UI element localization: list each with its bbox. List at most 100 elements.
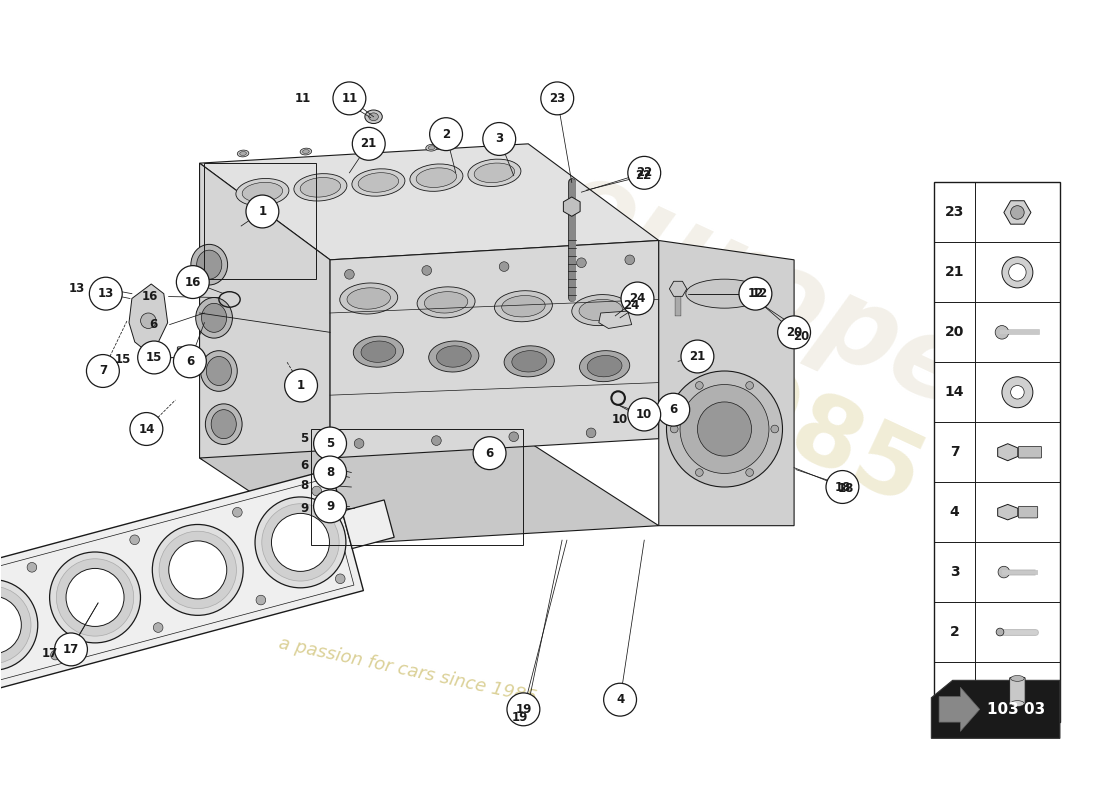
Text: 8: 8	[300, 478, 309, 491]
Text: 23: 23	[549, 92, 565, 105]
Polygon shape	[998, 444, 1018, 461]
Ellipse shape	[353, 336, 404, 367]
Ellipse shape	[512, 350, 547, 372]
Circle shape	[625, 255, 635, 265]
Text: 14: 14	[945, 386, 965, 399]
Text: 16: 16	[142, 290, 158, 303]
Ellipse shape	[200, 350, 238, 391]
Text: 13: 13	[98, 287, 114, 300]
Circle shape	[422, 266, 431, 275]
Text: 22: 22	[635, 170, 651, 182]
FancyBboxPatch shape	[177, 347, 189, 368]
Ellipse shape	[361, 341, 396, 362]
Ellipse shape	[365, 148, 372, 151]
Text: 2: 2	[442, 128, 450, 141]
Circle shape	[87, 354, 119, 387]
Text: 103 03: 103 03	[988, 702, 1046, 717]
Circle shape	[0, 579, 37, 670]
Ellipse shape	[191, 244, 228, 285]
Circle shape	[138, 341, 170, 374]
Circle shape	[0, 596, 21, 654]
Text: 7: 7	[99, 365, 107, 378]
Ellipse shape	[685, 279, 763, 308]
Ellipse shape	[294, 174, 346, 201]
Text: 12: 12	[747, 287, 763, 300]
Circle shape	[152, 525, 243, 615]
Polygon shape	[177, 347, 189, 357]
Circle shape	[1011, 386, 1024, 399]
Circle shape	[998, 566, 1010, 578]
Text: 3: 3	[949, 565, 959, 579]
Text: 16: 16	[185, 275, 201, 289]
Ellipse shape	[587, 355, 621, 377]
Ellipse shape	[502, 295, 546, 317]
Polygon shape	[0, 469, 363, 698]
Circle shape	[354, 438, 364, 448]
Circle shape	[312, 486, 321, 496]
Circle shape	[670, 425, 678, 433]
Circle shape	[604, 683, 637, 716]
Ellipse shape	[346, 288, 390, 309]
Text: 2: 2	[949, 625, 959, 639]
Ellipse shape	[468, 159, 521, 186]
Text: 23: 23	[945, 206, 965, 219]
Polygon shape	[342, 500, 394, 549]
FancyBboxPatch shape	[1019, 446, 1042, 458]
Ellipse shape	[580, 350, 629, 382]
Circle shape	[89, 278, 122, 310]
Ellipse shape	[235, 178, 289, 206]
Circle shape	[739, 278, 772, 310]
Circle shape	[56, 558, 134, 636]
Text: 10: 10	[636, 408, 652, 421]
Ellipse shape	[206, 404, 242, 445]
Text: 20: 20	[945, 326, 965, 339]
Text: 22: 22	[636, 166, 652, 179]
Text: 6: 6	[186, 355, 194, 368]
Circle shape	[344, 270, 354, 279]
Polygon shape	[330, 241, 659, 458]
Circle shape	[141, 313, 156, 329]
Ellipse shape	[211, 410, 236, 438]
Circle shape	[576, 258, 586, 267]
Text: 5: 5	[300, 432, 309, 445]
Circle shape	[695, 469, 703, 477]
Circle shape	[483, 122, 516, 155]
Circle shape	[996, 326, 1009, 339]
Ellipse shape	[474, 163, 515, 182]
Text: 17: 17	[63, 643, 79, 656]
Circle shape	[50, 552, 141, 643]
Ellipse shape	[300, 148, 311, 155]
Ellipse shape	[428, 146, 435, 150]
Ellipse shape	[437, 346, 471, 367]
Circle shape	[509, 432, 518, 442]
Text: 6: 6	[669, 403, 678, 416]
Polygon shape	[659, 241, 794, 526]
Circle shape	[336, 574, 345, 584]
Text: 15: 15	[146, 351, 163, 364]
Polygon shape	[199, 163, 330, 526]
Polygon shape	[1004, 201, 1031, 224]
Text: 3: 3	[495, 133, 504, 146]
Ellipse shape	[416, 168, 456, 187]
Circle shape	[771, 425, 779, 433]
Ellipse shape	[1011, 701, 1024, 706]
Circle shape	[174, 345, 207, 378]
Circle shape	[541, 82, 574, 115]
Ellipse shape	[429, 341, 478, 372]
Ellipse shape	[368, 113, 378, 121]
FancyBboxPatch shape	[1010, 678, 1025, 705]
Circle shape	[746, 469, 754, 477]
Text: 6: 6	[300, 459, 309, 472]
Circle shape	[1011, 206, 1024, 219]
Text: 12: 12	[751, 287, 768, 300]
Circle shape	[262, 504, 339, 581]
Polygon shape	[998, 505, 1018, 520]
Text: 18: 18	[838, 482, 854, 495]
Circle shape	[314, 490, 346, 522]
Circle shape	[232, 507, 242, 517]
Ellipse shape	[426, 144, 438, 151]
Circle shape	[333, 82, 366, 115]
Text: 6: 6	[485, 446, 494, 460]
Circle shape	[667, 371, 782, 487]
Text: 6: 6	[150, 318, 158, 331]
